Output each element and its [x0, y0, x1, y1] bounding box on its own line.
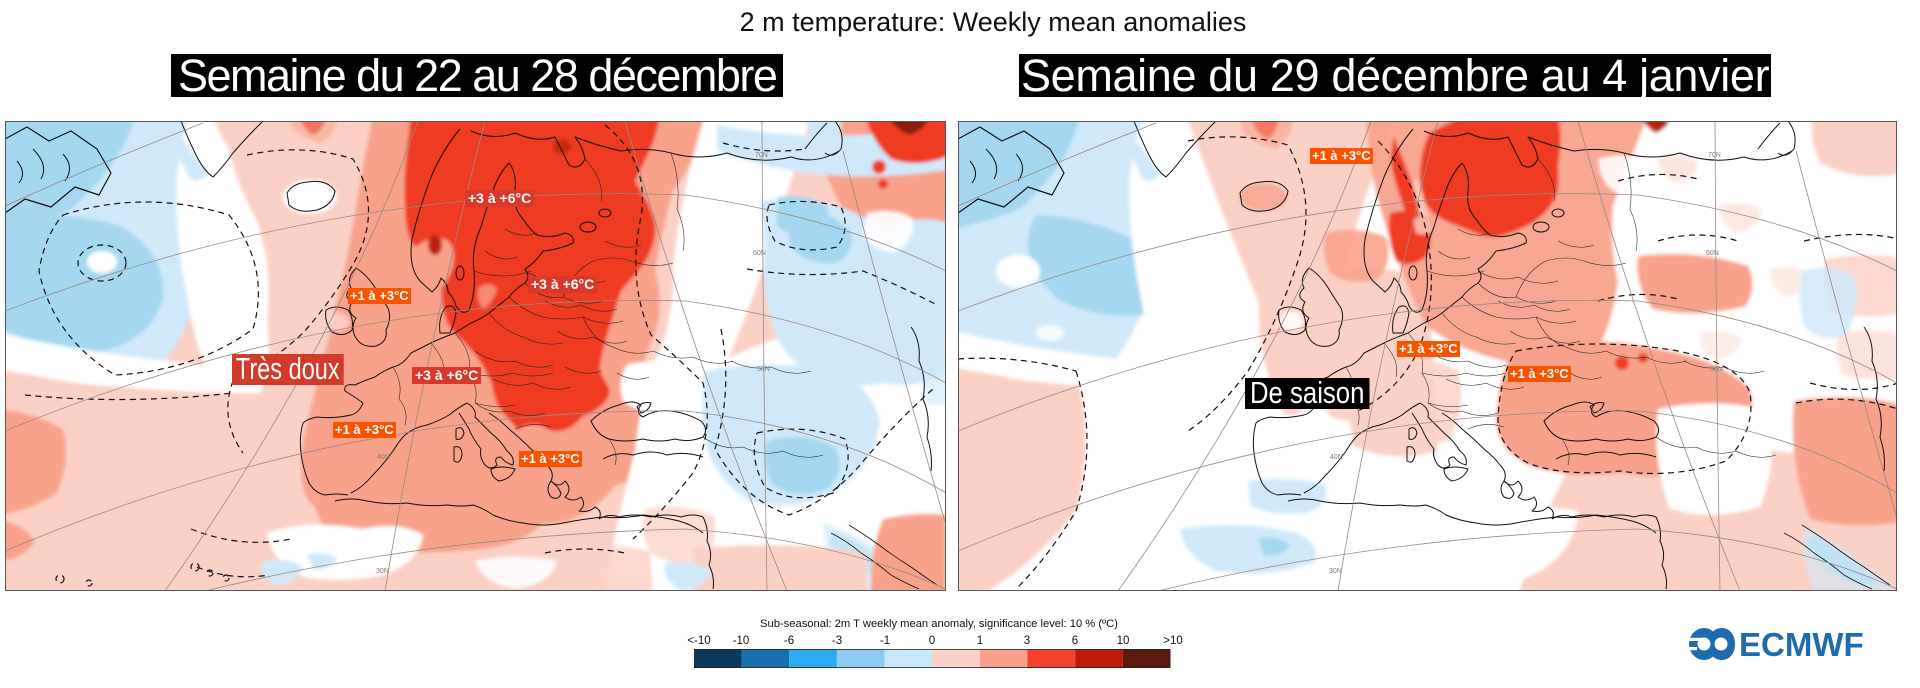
svg-text:30N: 30N — [376, 568, 389, 575]
svg-text:70N: 70N — [755, 152, 768, 159]
svg-text:ECMWF: ECMWF — [1739, 626, 1864, 663]
svg-text:50N: 50N — [1710, 366, 1723, 373]
svg-text:60N: 60N — [753, 250, 766, 257]
svg-text:40N: 40N — [1330, 454, 1343, 461]
svg-text:60N: 60N — [1706, 250, 1719, 257]
svg-text:70N: 70N — [1708, 152, 1721, 159]
svg-text:30N: 30N — [1329, 568, 1342, 575]
svg-text:50N: 50N — [757, 366, 770, 373]
svg-text:40N: 40N — [377, 454, 390, 461]
